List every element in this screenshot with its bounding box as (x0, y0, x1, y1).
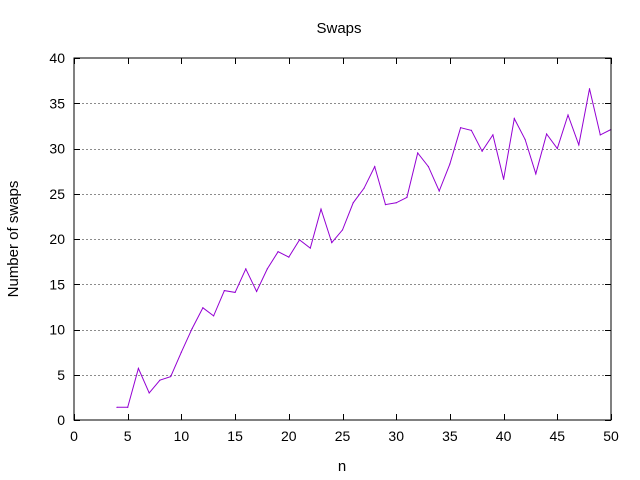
y-tick-label: 10 (49, 322, 65, 338)
data-point (599, 134, 601, 136)
x-tick-label: 40 (496, 428, 512, 444)
data-point (460, 127, 462, 129)
y-tick-label: 20 (49, 231, 65, 247)
data-point (159, 379, 161, 381)
data-point (170, 375, 172, 378)
x-tick-label: 50 (603, 428, 619, 444)
data-point (578, 144, 580, 146)
data-point (320, 208, 322, 210)
data-point (470, 129, 472, 131)
data-point (588, 88, 591, 90)
data-point (352, 202, 354, 204)
y-tick-label: 40 (49, 50, 65, 66)
data-point (438, 190, 440, 192)
data-point (202, 307, 204, 309)
data-point (503, 178, 505, 180)
x-tick-label: 35 (442, 428, 458, 444)
data-point (331, 242, 333, 244)
data-point (137, 367, 140, 370)
data-point (363, 187, 365, 189)
series-layer (116, 88, 612, 408)
y-tick-label: 30 (49, 141, 65, 157)
data-point (245, 268, 247, 270)
x-tick-label: 5 (124, 428, 132, 444)
x-tick-label: 25 (335, 428, 351, 444)
y-axis-label: Number of swaps (5, 181, 22, 298)
y-tick-label: 5 (57, 367, 65, 383)
data-point (288, 256, 290, 258)
data-point (213, 315, 215, 317)
x-axis-label: n (338, 458, 346, 475)
data-point (148, 392, 150, 394)
data-point (341, 229, 344, 231)
series-line (117, 88, 612, 408)
x-tick-label: 15 (227, 428, 243, 444)
y-tick-label: 15 (49, 276, 65, 292)
chart-title: Swaps (316, 20, 361, 37)
y-tick-label: 25 (49, 186, 65, 202)
data-point (535, 173, 537, 175)
data-point (556, 147, 558, 150)
data-point (395, 202, 397, 204)
data-point (492, 134, 494, 136)
x-tick-label: 20 (281, 428, 297, 444)
data-point (417, 152, 419, 154)
data-point (127, 406, 129, 408)
data-point (513, 118, 515, 120)
data-point (449, 163, 451, 165)
data-point (255, 290, 258, 293)
x-tick-label: 0 (70, 428, 78, 444)
plot-frame (73, 57, 612, 421)
data-point (384, 204, 387, 206)
data-point (406, 196, 408, 198)
data-point (116, 406, 118, 408)
data-point (374, 166, 376, 168)
y-tick-label: 0 (57, 412, 65, 428)
data-point (180, 351, 182, 353)
data-point (481, 150, 483, 152)
axis-ticks: 0 5 10 15 20 25 30 35 40 0 5 10 15 20 25 30 35 40 45 50 (49, 50, 619, 444)
data-point (234, 291, 236, 293)
x-tick-label: 10 (174, 428, 190, 444)
data-point (545, 133, 548, 135)
data-point (223, 289, 225, 292)
data-point (266, 268, 268, 270)
data-point (309, 247, 311, 249)
data-point (427, 166, 430, 168)
data-point (567, 114, 569, 116)
data-point (524, 138, 526, 141)
data-point (191, 327, 193, 330)
y-tick-label: 35 (49, 95, 65, 111)
data-point (298, 239, 301, 241)
data-point (277, 251, 279, 253)
grid-lines (74, 103, 611, 376)
x-tick-label: 30 (388, 428, 404, 444)
x-tick-label: 45 (550, 428, 566, 444)
